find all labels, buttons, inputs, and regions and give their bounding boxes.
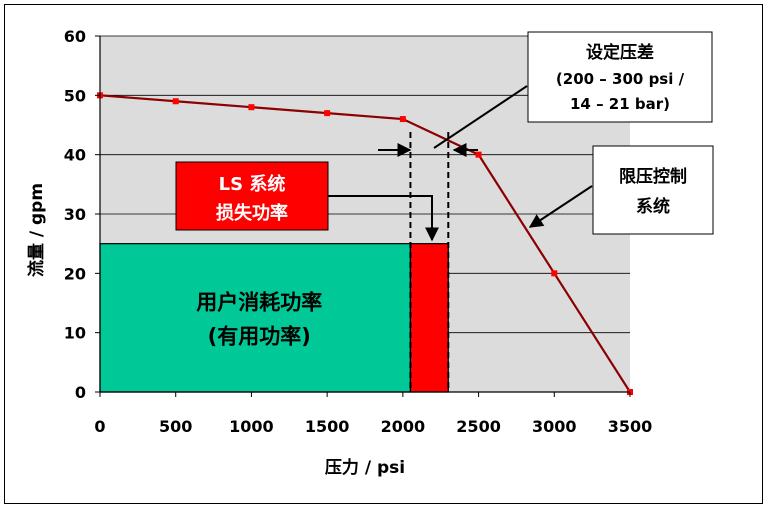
limit-control-line-1: 限压控制 — [619, 166, 687, 187]
x-tick-label: 3000 — [532, 417, 577, 436]
dashed-lines — [409, 132, 450, 392]
ls-loss-line-1: LS 系统 — [219, 173, 286, 195]
data-point — [172, 98, 179, 105]
data-point — [324, 110, 331, 117]
series-line — [99, 94, 631, 393]
data-point — [551, 270, 558, 277]
set-pressure-line-1: 设定压差 — [586, 42, 654, 63]
x-tick-label: 1000 — [229, 417, 274, 436]
x-tick-label: 3500 — [608, 417, 653, 436]
set-pressure-line-2: (200 – 300 psi / — [556, 70, 685, 88]
power-region-label: 用户消耗功率 — [196, 291, 322, 315]
y-axis-label: 流量 / gpm — [26, 183, 47, 277]
x-axis-label: 压力 / psi — [325, 457, 405, 478]
x-tick-label: 0 — [94, 417, 105, 436]
y-tick-label: 40 — [64, 146, 86, 165]
limit-control-box — [592, 145, 714, 235]
y-tick-label: 10 — [64, 324, 86, 343]
ls-loss-arrow — [328, 195, 439, 242]
chart-frame — [4, 4, 763, 504]
set-pressure-box — [527, 31, 713, 123]
x-tick-label: 1500 — [305, 417, 350, 436]
ls-loss-line-2: 损失功率 — [216, 202, 288, 224]
limit-control-line-2: 系统 — [636, 196, 670, 217]
annotation-arrows — [328, 85, 593, 242]
limit-control-arrow — [528, 185, 593, 228]
ls-loss-box — [175, 161, 329, 231]
data-point — [399, 116, 406, 123]
power-region — [409, 243, 449, 393]
ls-loss-annotation: LS 系统 损失功率 — [175, 161, 329, 231]
x-tick-label: 2000 — [381, 417, 426, 436]
y-tick-label: 20 — [64, 264, 86, 283]
power-region — [99, 243, 412, 393]
data-point — [248, 104, 255, 111]
limit-control-annotation: 限压控制 系统 — [592, 145, 714, 235]
axes: 0 10 20 30 40 50 60 0 500 1000 1500 2000 2500 3000 350… — [64, 27, 653, 436]
y-tick-label: 0 — [75, 383, 86, 402]
power-regions: 用户消耗功率 (有用功率) — [99, 243, 449, 393]
x-tick-label: 2500 — [456, 417, 501, 436]
y-tick-label: 50 — [64, 86, 86, 105]
data-point — [475, 151, 482, 158]
x-tick-label: 500 — [159, 417, 192, 436]
set-pressure-arrow — [433, 85, 528, 149]
set-pressure-line-3: 14 – 21 bar) — [570, 95, 670, 113]
power-region-label: (有用功率) — [208, 325, 311, 349]
set-pressure-annotation: 设定压差 (200 – 300 psi / 14 – 21 bar) — [527, 31, 713, 123]
y-tick-label: 30 — [64, 205, 86, 224]
y-tick-label: 60 — [64, 27, 86, 46]
